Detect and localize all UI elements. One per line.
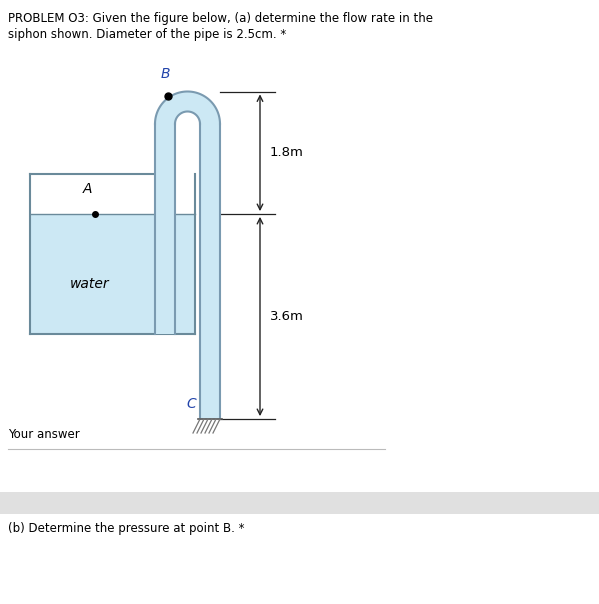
Text: water: water [70,277,110,291]
Text: B: B [161,68,170,82]
Polygon shape [155,91,220,124]
Text: 1.8m: 1.8m [270,146,304,159]
Text: C: C [186,397,196,411]
Text: siphon shown. Diameter of the pipe is 2.5cm. *: siphon shown. Diameter of the pipe is 2.… [8,28,286,41]
Text: Your answer: Your answer [8,428,80,441]
Text: (b) Determine the pressure at point B. *: (b) Determine the pressure at point B. * [8,522,244,535]
Bar [30,214,195,334]
Text: 3.6m: 3.6m [270,310,304,323]
Text: A: A [82,182,92,196]
Text: PROBLEM O3: Given the figure below, (a) determine the flow rate in the: PROBLEM O3: Given the figure below, (a) … [8,12,433,25]
Bar [200,124,220,419]
Bar [0,492,599,514]
Bar [155,124,175,334]
